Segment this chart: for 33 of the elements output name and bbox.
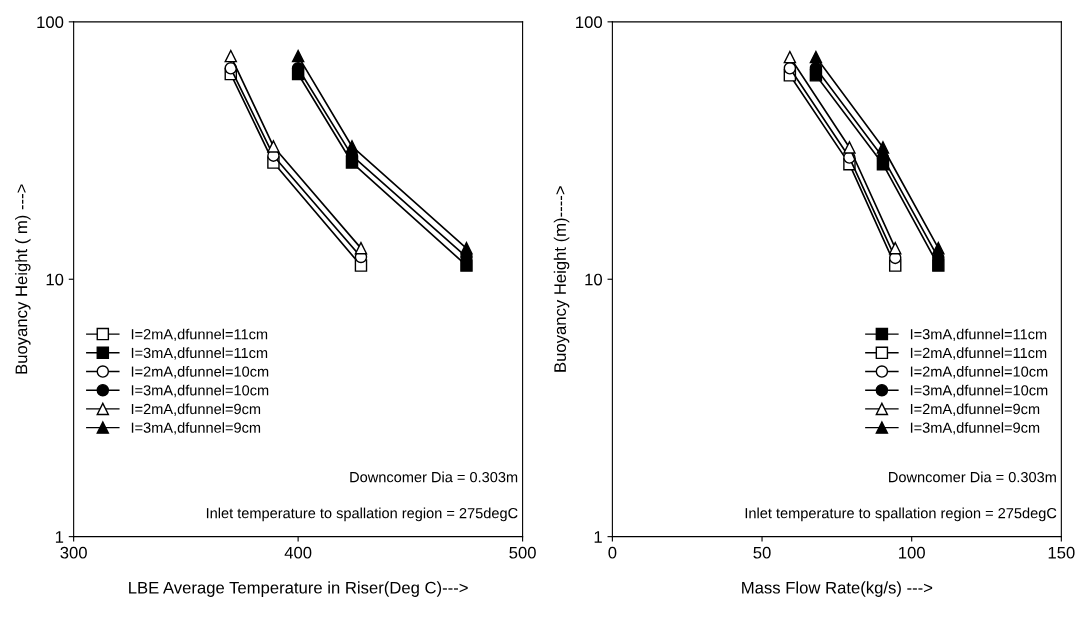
- x-tick-label: 0: [608, 546, 617, 559]
- legend-label: I=3mA,dfunnel=9cm: [131, 422, 261, 435]
- y-tick-label: 1: [55, 531, 64, 543]
- x-tick-label: 100: [899, 546, 925, 559]
- x-tick-label: 150: [1048, 546, 1075, 559]
- legend-label: I=2mA,dfunnel=9cm: [131, 403, 261, 416]
- annotation: Downcomer Dia = 0.303m: [889, 471, 1056, 483]
- y-tick-label: 10: [46, 273, 64, 286]
- x-tick-label: 300: [60, 546, 87, 559]
- legend-label: I=3mA,dfunnel=10cm: [910, 384, 1048, 398]
- legend-label: I=3mA,dfunnel=11cm: [131, 347, 268, 360]
- annotation: Inlet temperature to spallation region = 275degC: [745, 507, 1057, 522]
- x-tick-label: 50: [753, 546, 771, 559]
- y-tick-label: 100: [37, 16, 64, 29]
- legend-label: I=2mA,dfunnel=11cm: [910, 347, 1047, 360]
- legend-label: I=2mA,dfunnel=9cm: [910, 403, 1040, 416]
- x-axis-title: Mass Flow Rate(kg/s) --->: [742, 581, 933, 597]
- x-tick-label: 400: [284, 546, 312, 559]
- legend-label: I=2mA,dfunnel=11cm: [131, 328, 268, 342]
- annotation: Downcomer Dia = 0.303m: [350, 471, 518, 483]
- annotation: Inlet temperature to spallation region = 275degC: [206, 507, 518, 522]
- legend-label: I=2mA,dfunnel=10cm: [910, 366, 1048, 379]
- y-axis-title: Buoyancy Height (m)---->: [553, 186, 570, 372]
- y-axis-title: Buoyancy Height ( m) --->: [15, 184, 31, 374]
- legend-label: I=3mA,dfunnel=9cm: [910, 422, 1040, 435]
- legend-label: I=3mA,dfunnel=11cm: [910, 328, 1047, 342]
- x-tick-label: 500: [509, 546, 536, 559]
- y-tick-label: 1: [594, 531, 602, 543]
- legend-label: I=3mA,dfunnel=10cm: [131, 384, 269, 398]
- y-tick-label: 10: [585, 273, 603, 286]
- legend-label: I=2mA,dfunnel=10cm: [131, 366, 269, 379]
- x-axis-title: LBE Average Temperature in Riser(Deg C)--->: [129, 581, 468, 597]
- y-tick-label: 100: [576, 16, 603, 29]
